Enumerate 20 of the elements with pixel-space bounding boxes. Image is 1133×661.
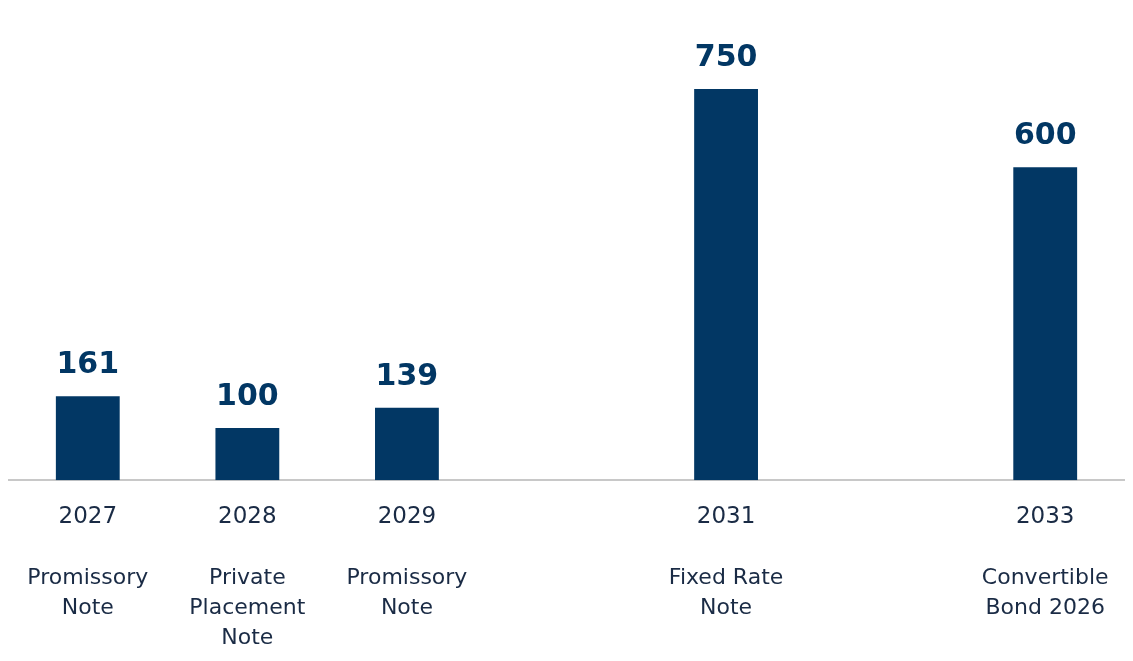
data-label: 750 (694, 37, 758, 73)
x-tick-label: 2033 (1015, 501, 1075, 528)
data-label: 161 (56, 345, 120, 381)
x-tick-label: 2027 (58, 501, 118, 528)
bar (55, 396, 120, 481)
text: Promissory Note (346, 563, 468, 619)
data-label: 600 (1013, 116, 1077, 152)
text: Convertible Bond 2026 (981, 563, 1109, 619)
bar (694, 89, 758, 481)
text: Private Placement Note (189, 563, 306, 649)
text: Fixed Rate Note (668, 563, 784, 619)
x-tick-label: 2031 (696, 501, 756, 528)
x-tick-label: 2029 (377, 501, 437, 528)
data-label: 139 (375, 356, 439, 392)
x-tick-label: 2028 (218, 501, 277, 528)
data-label: 100 (216, 376, 279, 412)
bar (215, 428, 280, 481)
bar (1013, 167, 1078, 481)
text: Promissory Note (27, 563, 149, 619)
bar (375, 407, 439, 481)
